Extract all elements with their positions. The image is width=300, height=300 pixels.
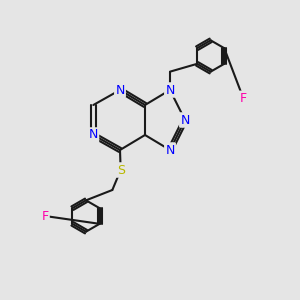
Text: N: N (115, 83, 125, 97)
Text: N: N (165, 143, 175, 157)
Text: N: N (165, 83, 175, 97)
Text: N: N (88, 128, 98, 142)
Text: N: N (180, 113, 190, 127)
Text: F: F (41, 209, 49, 223)
Text: S: S (117, 164, 125, 176)
Text: F: F (240, 92, 247, 105)
